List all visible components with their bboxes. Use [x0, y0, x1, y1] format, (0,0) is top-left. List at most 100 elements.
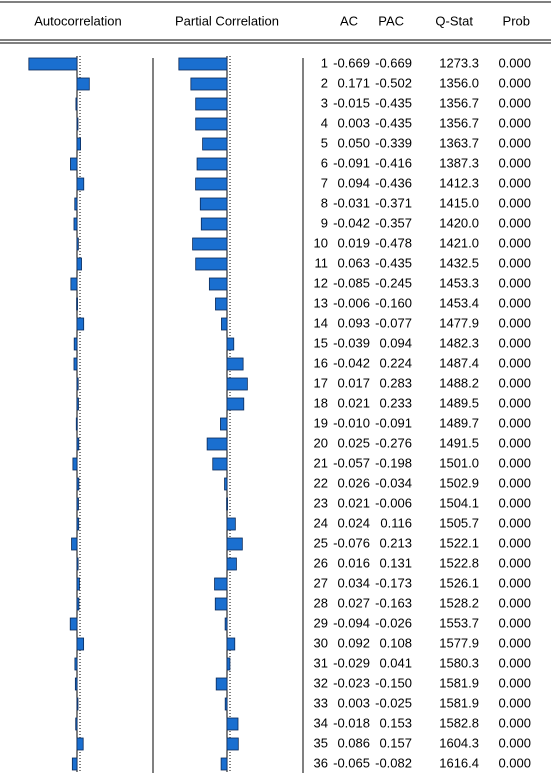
ac-bar: [76, 117, 79, 131]
ac-bar: [75, 417, 78, 431]
pac-bar: [214, 597, 228, 611]
row-lag: 36: [314, 755, 328, 770]
ac-value: 0.003: [337, 115, 370, 130]
prob: 0.000: [498, 675, 531, 690]
row-lag: 23: [314, 495, 328, 510]
ac-value: 0.086: [337, 735, 370, 750]
prob: 0.000: [498, 415, 531, 430]
q-stat: 1553.7: [439, 615, 479, 630]
row-lag: 33: [314, 695, 328, 710]
ac-value: 0.027: [337, 595, 370, 610]
q-stat: 1604.3: [439, 735, 479, 750]
q-stat: 1421.0: [439, 235, 479, 250]
q-stat: 1412.3: [439, 175, 479, 190]
row-lag: 4: [321, 115, 328, 130]
row-lag: 21: [314, 455, 328, 470]
prob: 0.000: [498, 175, 531, 190]
ac-bar: [73, 357, 78, 371]
pac-value: -0.276: [375, 435, 412, 450]
ac-value: 0.026: [337, 475, 370, 490]
ac-value: -0.085: [333, 275, 370, 290]
ac-bar: [75, 97, 78, 111]
ac-value: -0.015: [333, 95, 370, 110]
q-stat: 1489.7: [439, 415, 479, 430]
pac-bar: [215, 297, 228, 311]
q-stat: 1489.5: [439, 395, 479, 410]
ac-bar: [76, 177, 85, 191]
prob: 0.000: [498, 255, 531, 270]
pac-bar: [195, 117, 228, 131]
ac-value: 0.094: [337, 175, 370, 190]
row-lag: 14: [314, 315, 328, 330]
ac-bar: [76, 697, 79, 711]
row-lag: 25: [314, 535, 328, 550]
row-lag: 5: [321, 135, 328, 150]
row-lag: 3: [321, 95, 328, 110]
pac-bar: [226, 717, 239, 731]
q-stat: 1502.9: [439, 475, 479, 490]
ac-value: -0.669: [333, 55, 370, 70]
ac-bar: [76, 477, 80, 491]
row-lag: 28: [314, 595, 328, 610]
ac-value: 0.019: [337, 235, 370, 250]
ac-bar: [70, 277, 78, 291]
column-header: Autocorrelation: [34, 13, 121, 28]
pac-bar: [226, 497, 228, 511]
pac-bar: [226, 357, 244, 371]
prob: 0.000: [498, 455, 531, 470]
pac-bar: [226, 637, 236, 651]
row-lag: 35: [314, 735, 328, 750]
row-lag: 34: [314, 715, 328, 730]
pac-bar: [214, 577, 228, 591]
ac-value: 0.016: [337, 555, 370, 570]
q-stat: 1491.5: [439, 435, 479, 450]
prob: 0.000: [498, 275, 531, 290]
pac-value: 0.283: [379, 375, 412, 390]
q-stat: 1477.9: [439, 315, 479, 330]
ac-bar: [74, 677, 78, 691]
pac-bar: [200, 217, 228, 231]
prob: 0.000: [498, 75, 531, 90]
row-lag: 32: [314, 675, 328, 690]
ac-bar: [28, 57, 78, 71]
pac-bar: [195, 257, 228, 271]
row-lag: 16: [314, 355, 328, 370]
ac-value: -0.076: [333, 535, 370, 550]
ac-bar: [76, 577, 80, 591]
ac-bar: [70, 157, 78, 171]
pac-value: -0.245: [375, 275, 412, 290]
pac-bar: [226, 737, 239, 751]
pac-value: -0.436: [375, 175, 412, 190]
prob: 0.000: [498, 755, 531, 770]
prob: 0.000: [498, 515, 531, 530]
pac-value: -0.150: [375, 675, 412, 690]
row-lag: 9: [321, 215, 328, 230]
ac-value: -0.091: [333, 155, 370, 170]
prob: 0.000: [498, 215, 531, 230]
pac-bar: [221, 317, 228, 331]
pac-bar: [224, 697, 228, 711]
ac-value: 0.063: [337, 255, 370, 270]
pac-bar: [202, 137, 228, 151]
pac-bar: [215, 677, 228, 691]
ac-value: 0.034: [337, 575, 370, 590]
row-lag: 26: [314, 555, 328, 570]
row-lag: 11: [315, 255, 329, 270]
ac-value: -0.023: [333, 675, 370, 690]
q-stat: 1577.9: [439, 635, 479, 650]
row-lag: 17: [314, 375, 328, 390]
ac-bar: [75, 717, 78, 731]
row-lag: 29: [314, 615, 328, 630]
ac-bar: [74, 657, 78, 671]
ac-value: -0.010: [333, 415, 370, 430]
pac-bar: [226, 537, 243, 551]
pac-value: -0.082: [375, 755, 412, 770]
row-lag: 19: [314, 415, 328, 430]
ac-value: 0.017: [337, 375, 370, 390]
q-stat: 1526.1: [439, 575, 479, 590]
row-lag: 31: [314, 655, 328, 670]
pac-value: -0.173: [375, 575, 412, 590]
pac-bar: [208, 277, 228, 291]
ac-value: -0.018: [333, 715, 370, 730]
pac-bar: [226, 337, 235, 351]
